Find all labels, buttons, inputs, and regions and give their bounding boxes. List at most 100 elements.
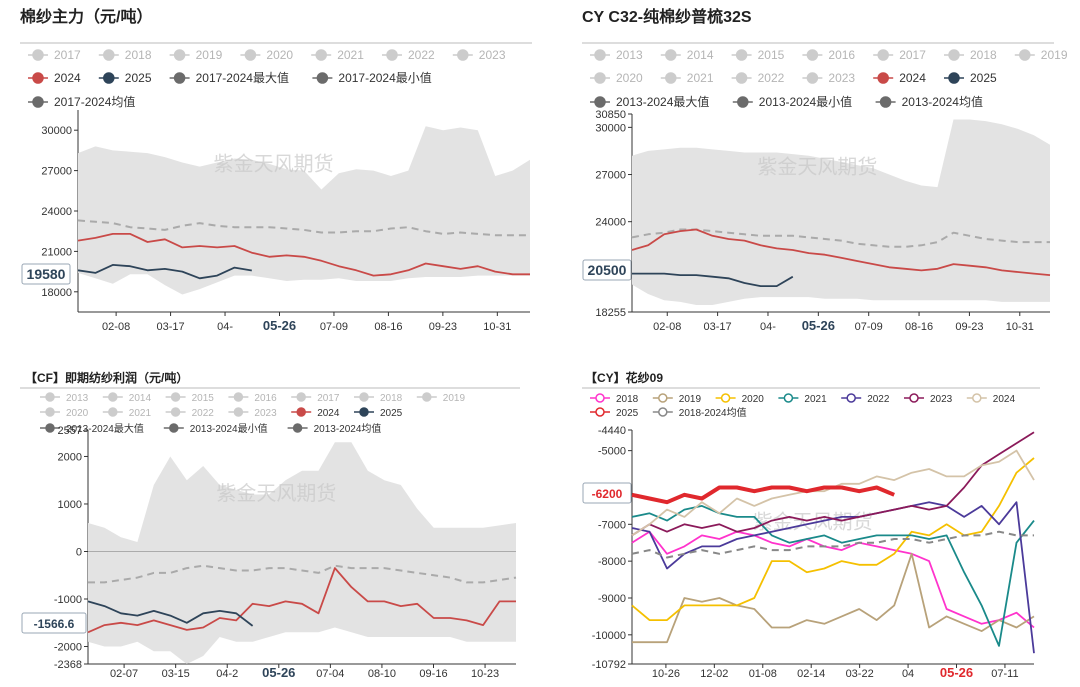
legend-item: 2017 bbox=[873, 48, 926, 62]
legend-label: 2017 bbox=[899, 48, 926, 62]
y-tick-label: 2557 bbox=[58, 425, 82, 437]
x-tick-label: 05-26 bbox=[263, 318, 296, 333]
legend-item: 2013-2024均值 bbox=[875, 94, 983, 109]
x-tick-label: 04-2 bbox=[216, 668, 238, 680]
cotton-yarn-spread-chart: 【CY】花纱09 2018 2019 2020 2021 2022 2023 2024 2025… bbox=[582, 370, 1040, 680]
legend-item: 2022 bbox=[165, 407, 215, 419]
legend-label: 2014 bbox=[129, 393, 152, 404]
legend-label: 2021 bbox=[687, 71, 714, 85]
legend-label: 2022 bbox=[408, 48, 435, 62]
series-line bbox=[631, 228, 1051, 276]
legend-marker bbox=[173, 72, 186, 84]
legend-item: 2017-2024最大值 bbox=[169, 70, 289, 85]
legend-marker bbox=[359, 407, 369, 417]
legend-item: 2014 bbox=[102, 392, 152, 404]
spinning-profit-chart: 【CF】即期纺纱利润（元/吨） 2013 2014 2015 2016 2017 2018 2… bbox=[20, 370, 520, 680]
legend-marker bbox=[32, 96, 44, 108]
min-max-band bbox=[632, 119, 1050, 305]
legend-label: 2013-2024均值 bbox=[902, 94, 983, 109]
current-value-badge: 19580 bbox=[21, 263, 71, 285]
series-line bbox=[88, 564, 517, 584]
legend-label: 2013-2024最大值 bbox=[66, 422, 144, 435]
series-line bbox=[77, 233, 530, 277]
chart-panel-cotton-yarn-spread: 【CY】花纱09 2018 2019 2020 2021 2022 2023 2024 2025… bbox=[540, 355, 1080, 682]
legend-label: 2020 bbox=[66, 408, 89, 419]
legend-label: 2020 bbox=[616, 71, 643, 85]
legend-marker bbox=[315, 49, 327, 61]
series-line bbox=[77, 219, 530, 237]
x-tick-label: 04- bbox=[760, 321, 776, 333]
legend-label: 2024 bbox=[317, 408, 340, 419]
legend-label: 2015 bbox=[758, 48, 785, 62]
legend-label: 2021 bbox=[337, 48, 364, 62]
legend-marker bbox=[108, 407, 118, 417]
legend-label: 2021 bbox=[129, 408, 152, 419]
legend-item: 2018 bbox=[354, 392, 403, 404]
legend-marker bbox=[909, 393, 919, 403]
series-line bbox=[631, 431, 1035, 537]
current-value-badge: -1566.6 bbox=[21, 612, 87, 634]
legend-marker bbox=[103, 49, 115, 61]
legend-label: 2017 bbox=[54, 48, 81, 62]
y-tick-label: 18000 bbox=[41, 287, 72, 299]
series-line bbox=[87, 600, 254, 627]
y-tick-label: 2000 bbox=[58, 451, 82, 463]
series-line bbox=[631, 530, 1035, 629]
series-line bbox=[631, 505, 1035, 647]
legend-marker bbox=[594, 96, 606, 108]
legend-item: 2020 bbox=[40, 407, 89, 419]
x-tick-label: 04- bbox=[217, 321, 233, 333]
legend-item: 2013-2024最小值 bbox=[163, 422, 268, 435]
y-tick-label: 30000 bbox=[41, 125, 72, 137]
legend-marker bbox=[658, 407, 668, 417]
legend-label: 2024 bbox=[899, 71, 926, 85]
x-tick-label: 01-08 bbox=[749, 668, 777, 680]
x-tick-label: 02-08 bbox=[653, 321, 681, 333]
min-max-band bbox=[78, 126, 530, 295]
legend-marker bbox=[877, 72, 889, 84]
chart-title: 【CF】即期纺纱利润（元/吨） bbox=[25, 370, 188, 385]
x-tick-label: 10-26 bbox=[652, 668, 680, 680]
x-tick-label: 09-23 bbox=[955, 321, 983, 333]
legend-item: 2016 bbox=[228, 392, 277, 404]
legend-label: 2017-2024最小值 bbox=[338, 70, 431, 85]
legend-item: 2020 bbox=[240, 48, 293, 62]
legend-label: 2025 bbox=[616, 408, 639, 419]
current-value-label: -1566.6 bbox=[34, 617, 75, 631]
legend-label: 2023 bbox=[254, 408, 277, 419]
legend-label: 2018 bbox=[380, 393, 403, 404]
legend-marker bbox=[244, 49, 257, 61]
x-tick-label: 03-17 bbox=[157, 321, 185, 333]
series-line bbox=[631, 530, 1034, 559]
legend-marker bbox=[1019, 49, 1031, 61]
legend-item: 2020 bbox=[590, 71, 643, 85]
legend-item: 2023 bbox=[802, 71, 855, 85]
legend-marker bbox=[457, 49, 469, 61]
legend-marker bbox=[594, 49, 606, 61]
y-tick-label: -8000 bbox=[598, 556, 626, 568]
chart-panel-spinning-profit: 【CF】即期纺纱利润（元/吨） 2013 2014 2015 2016 2017 2018 2… bbox=[0, 355, 540, 682]
x-tick-label: 09-23 bbox=[429, 321, 457, 333]
legend-label: 2024 bbox=[54, 71, 81, 85]
series-line bbox=[631, 485, 895, 505]
legend-marker bbox=[594, 72, 606, 84]
legend-marker bbox=[386, 49, 398, 61]
y-tick-label: -10000 bbox=[592, 630, 626, 642]
legend-label: 2023 bbox=[479, 48, 506, 62]
legend-label: 2013-2024最大值 bbox=[616, 94, 709, 109]
legend-item: 2019 bbox=[1014, 48, 1068, 62]
y-tick-label: 24000 bbox=[595, 217, 626, 229]
legend-item: 2018 bbox=[944, 48, 997, 62]
legend-marker bbox=[735, 49, 748, 61]
current-value-label: 19580 bbox=[27, 266, 66, 282]
chart-panel-yarn-main: 棉纱主力（元/吨） 2017 2018 2019 2020 2021 2022 2023 202… bbox=[0, 0, 540, 345]
y-tick-label: 27000 bbox=[41, 166, 72, 178]
legend-item: 2025 bbox=[98, 71, 152, 85]
x-tick-label: 03-17 bbox=[704, 321, 732, 333]
chart-title: 棉纱主力（元/吨） bbox=[20, 7, 152, 26]
legend-label: 2022 bbox=[192, 408, 215, 419]
legend-marker bbox=[173, 49, 186, 61]
y-tick-label: -2000 bbox=[54, 642, 82, 654]
y-tick-label: 18255 bbox=[595, 307, 626, 319]
legend-marker bbox=[720, 393, 731, 403]
